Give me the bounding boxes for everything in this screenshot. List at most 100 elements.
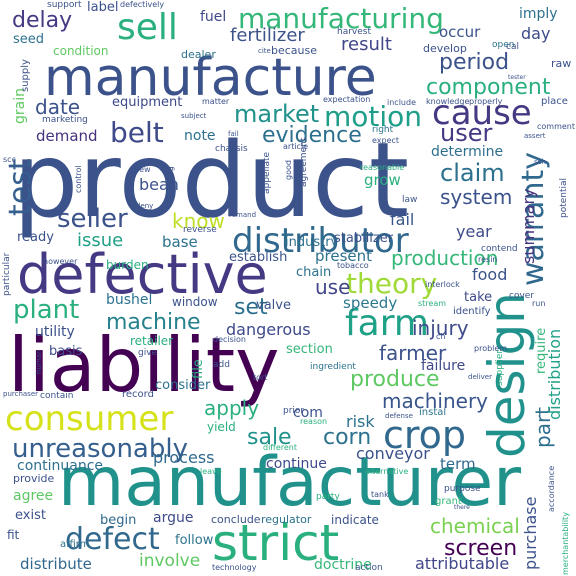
word-com: com: [293, 405, 323, 421]
word-contend: contend: [481, 244, 518, 254]
word-production: production: [391, 246, 499, 270]
word-purpose: purpose: [444, 484, 481, 494]
word-sell: sell: [117, 7, 178, 48]
word-year: year: [456, 222, 492, 241]
word-market: market: [234, 100, 320, 128]
word-machinery: machinery: [382, 389, 489, 413]
word-instal: instal: [419, 407, 447, 418]
word-marketing: marketing: [42, 115, 88, 125]
word-issue: issue: [77, 230, 124, 251]
word-establish: establish: [229, 250, 288, 265]
word-add: add: [213, 360, 230, 370]
word-demand: demand: [36, 127, 98, 145]
word-bring: bring: [166, 166, 175, 187]
word-provide: provide: [13, 472, 55, 485]
word-period: period: [439, 50, 510, 75]
word-cite: cite: [258, 47, 271, 55]
word-chain: chain: [296, 265, 332, 280]
word-good: good: [284, 160, 293, 180]
word-farm: farm: [345, 303, 429, 344]
word-set: set: [234, 295, 268, 320]
word-distribution: distribution: [545, 328, 564, 420]
word-day: day: [521, 24, 551, 43]
word-grow: grow: [364, 171, 401, 189]
word-cause: cause: [432, 93, 532, 133]
word-conveyor: conveyor: [356, 444, 430, 463]
word-leave: leave: [200, 467, 222, 476]
word-use: use: [315, 275, 351, 299]
word-properly: properly: [469, 97, 503, 106]
word-continue: continue: [266, 456, 327, 472]
word-ch: ch: [436, 332, 446, 341]
word-occur: occur: [439, 23, 481, 41]
word-agree: agree: [13, 488, 54, 504]
word-utility: utility: [35, 324, 75, 340]
word-cal: cal: [506, 42, 519, 52]
word-present: present: [315, 247, 373, 265]
word-comment: comment: [537, 122, 576, 131]
word-chemical: chemical: [430, 514, 520, 538]
word-purchase: purchase: [521, 496, 540, 570]
word-purchaser: purchaser: [3, 390, 39, 398]
word-follow: follow: [175, 533, 214, 548]
word-fail: fail: [390, 210, 415, 229]
word-speedy: speedy: [343, 294, 398, 312]
word-result: result: [341, 34, 392, 55]
word-fit: fit: [7, 528, 20, 542]
word-interlock: interlock: [425, 280, 460, 289]
word-supply: supply: [20, 59, 31, 92]
word-seed: seed: [13, 32, 45, 47]
word-defense: defense: [385, 412, 413, 420]
word-assert: assert: [524, 132, 546, 140]
word-problem: problem: [474, 344, 508, 353]
word-system: system: [440, 185, 513, 209]
word-include: include: [387, 98, 416, 107]
word-subject: subject: [181, 112, 207, 120]
word-matter: matter: [202, 97, 230, 106]
word-corn: corn: [323, 425, 372, 450]
word-basis: basis: [49, 344, 83, 359]
word-term: term: [440, 455, 476, 473]
word-grain: grain: [12, 88, 28, 124]
word-merchantability: merchantability: [561, 512, 570, 575]
word-screen: screen: [444, 536, 518, 561]
word-potential: potential: [559, 177, 569, 218]
word-base: base: [162, 233, 198, 251]
word-chassis: chassis: [215, 144, 248, 154]
word-farmer: farmer: [379, 341, 447, 365]
word-reverse: reverse: [183, 225, 217, 235]
word-grant: grant: [435, 496, 462, 507]
word-crop: crop: [383, 413, 467, 457]
word-distribute: distribute: [20, 555, 92, 573]
word-unreasonably: unreasonably: [12, 434, 188, 464]
word-different: different: [263, 443, 297, 452]
word-raw: raw: [551, 57, 572, 70]
word-apply: apply: [204, 396, 260, 420]
word-fuel: fuel: [200, 9, 227, 25]
word-run: run: [532, 299, 546, 308]
word-argue: argue: [153, 510, 194, 526]
word-burden: burden: [106, 258, 149, 272]
word-action: action: [355, 563, 383, 573]
word-equipment: equipment: [112, 95, 183, 110]
word-prior: prior: [283, 406, 305, 416]
word-conclude: conclude: [211, 513, 261, 526]
word-right: right: [372, 125, 394, 135]
word-evidence: evidence: [262, 123, 362, 148]
word-consumer: consumer: [5, 399, 174, 439]
word-doctrine: doctrine: [314, 557, 372, 573]
word-resin: resin: [478, 255, 498, 264]
word-reasonable: reasonable: [360, 163, 405, 172]
word-deliver: deliver: [468, 373, 492, 381]
word-distributor: distributor: [232, 221, 409, 261]
word-continuance: continuance: [17, 458, 104, 474]
word-human: human: [35, 349, 43, 374]
word-involve: involve: [139, 551, 201, 571]
word-bean: bean: [139, 175, 179, 194]
word-strict: strict: [212, 514, 340, 572]
word-fail-2: fail: [228, 130, 239, 138]
word-give: give: [138, 348, 158, 358]
word-law: law: [402, 195, 418, 205]
word-however: however: [43, 257, 78, 266]
word-belt: belt: [110, 116, 164, 149]
